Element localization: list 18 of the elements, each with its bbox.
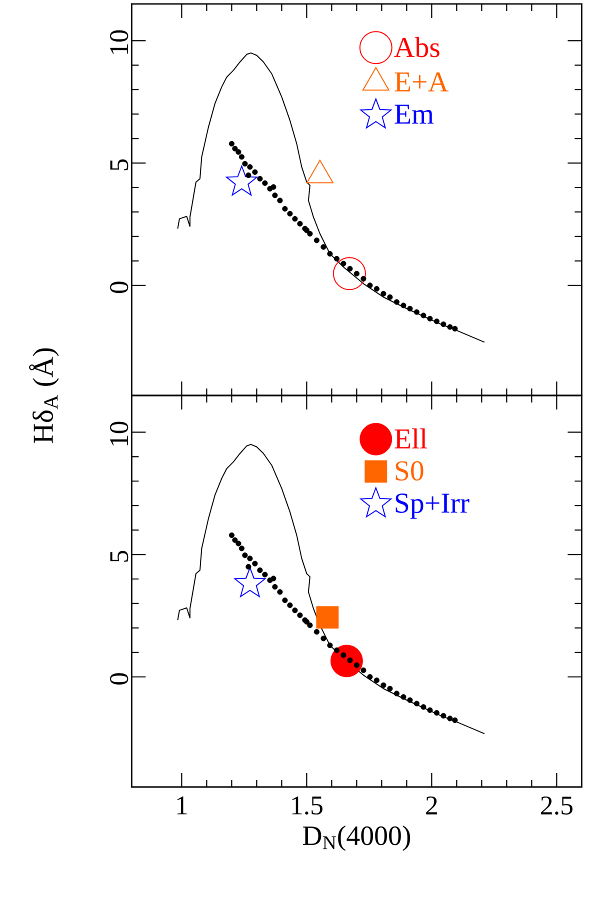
y-tick-label: 0 [110,673,128,685]
x-axis-title: D$_{N}$(4000) [302,826,410,851]
legend-label: Sp+Irr [396,494,470,519]
legend-label: E+A [394,72,448,92]
x-tick-label: 1.5 [292,796,322,815]
y-tick-label: 10 [110,30,128,54]
y-tick-label: 10 [110,422,128,446]
x-tick-label: 2 [426,796,437,814]
y-tick-label: 5 [110,159,128,170]
legend-label: Em [394,104,434,124]
y-axis-title: Hδ$_{A}$ (Å) [29,348,59,444]
y-tick-label: 0 [110,282,128,294]
legend-label: S0 [396,461,424,481]
x-tick-label: 2.5 [541,796,572,815]
legend-label: Abs [394,36,440,58]
y-tick-label: 5 [110,550,128,562]
legend-label: Ell [394,428,428,448]
x-tick-label: 1 [177,796,187,814]
